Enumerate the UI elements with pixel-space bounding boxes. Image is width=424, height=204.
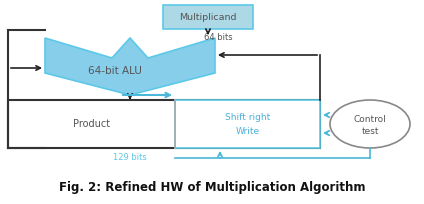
- Text: Write: Write: [236, 126, 260, 135]
- Text: 64-bit ALU: 64-bit ALU: [88, 67, 142, 76]
- Text: Multiplicand: Multiplicand: [179, 12, 237, 21]
- Text: test: test: [361, 126, 379, 135]
- FancyBboxPatch shape: [163, 5, 253, 29]
- Text: Shift right: Shift right: [226, 112, 271, 122]
- Text: 64 bits: 64 bits: [204, 33, 232, 42]
- FancyBboxPatch shape: [8, 100, 320, 148]
- Polygon shape: [45, 38, 215, 95]
- Text: Control: Control: [354, 114, 386, 123]
- Text: Product: Product: [73, 119, 110, 129]
- Text: Fig. 2: Refined HW of Multiplication Algorithm: Fig. 2: Refined HW of Multiplication Alg…: [59, 182, 365, 194]
- Ellipse shape: [330, 100, 410, 148]
- Text: 129 bits: 129 bits: [113, 153, 147, 163]
- FancyBboxPatch shape: [175, 100, 320, 148]
